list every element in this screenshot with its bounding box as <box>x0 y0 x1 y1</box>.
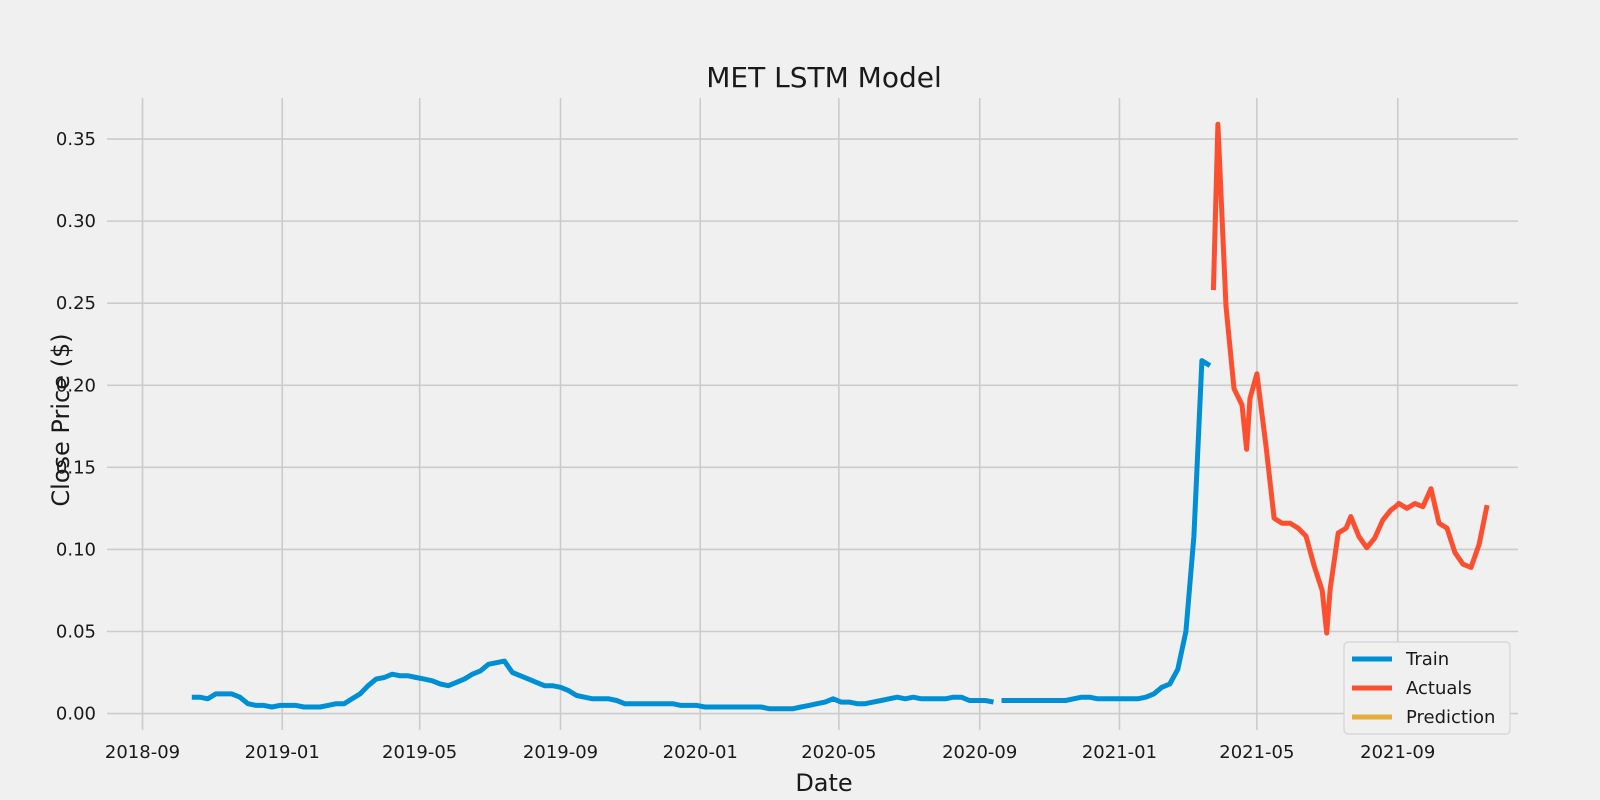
x-axis-title: Date <box>795 769 852 797</box>
y-tick-labels: 0.00 0.05 0.10 0.15 0.20 0.25 0.30 0.35 <box>56 129 96 725</box>
y-axis-title: Close Price ($) <box>47 333 75 506</box>
series-actuals <box>1210 121 1490 636</box>
x-tick-label: 2020-05 <box>801 742 876 763</box>
x-tick-label: 2021-01 <box>1082 742 1157 763</box>
y-tick-label: 0.10 <box>56 539 96 560</box>
legend-label-prediction: Prediction <box>1406 707 1495 728</box>
y-tick-label: 0.20 <box>56 375 96 396</box>
series-train <box>191 358 1212 712</box>
legend: Train Actuals Prediction <box>1343 641 1511 735</box>
legend-label-actuals: Actuals <box>1406 678 1472 699</box>
legend-box <box>1343 641 1511 735</box>
y-tick-label: 0.15 <box>56 457 96 478</box>
x-tick-labels: 2018-09 2019-01 2019-05 2019-09 2020-01 2020-… <box>105 742 1435 763</box>
y-tick-label: 0.05 <box>56 622 96 643</box>
series-line-actuals <box>1210 121 1490 636</box>
chart-title: MET LSTM Model <box>706 61 941 94</box>
x-tick-label: 2021-09 <box>1360 742 1435 763</box>
y-tick-label: 0.00 <box>56 704 96 725</box>
x-tick-label: 2018-09 <box>105 742 180 763</box>
grid <box>107 98 1518 730</box>
y-tick-label: 0.35 <box>56 129 96 150</box>
x-tick-label: 2019-01 <box>245 742 320 763</box>
y-tick-label: 0.30 <box>56 211 96 232</box>
x-tick-label: 2021-05 <box>1219 742 1294 763</box>
y-tick-label: 0.25 <box>56 293 96 314</box>
x-tick-label: 2019-09 <box>523 742 598 763</box>
legend-label-train: Train <box>1405 649 1449 670</box>
series-line-train <box>1001 358 1212 703</box>
series-line-train <box>191 658 994 712</box>
x-tick-label: 2020-01 <box>663 742 738 763</box>
x-tick-label: 2020-09 <box>942 742 1017 763</box>
x-tick-label: 2019-05 <box>382 742 457 763</box>
series-layer <box>191 121 1490 712</box>
